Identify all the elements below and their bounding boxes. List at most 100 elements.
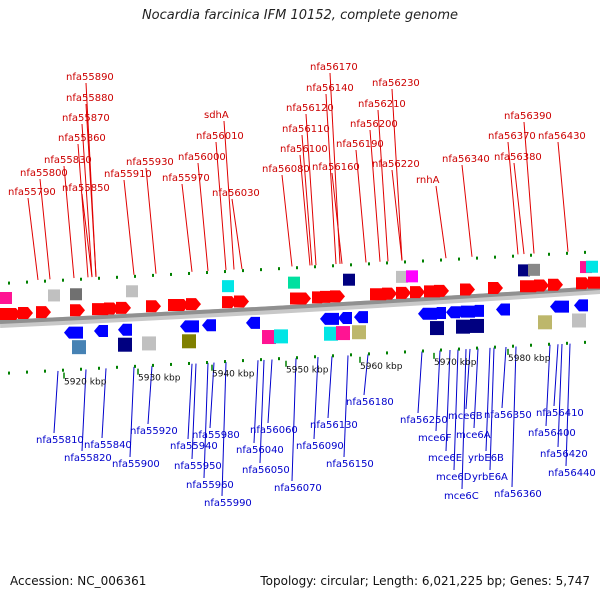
forward-gene-leader bbox=[391, 169, 403, 261]
forward-gene-leader bbox=[77, 143, 89, 278]
scale-tick-label: 5930 kbp bbox=[138, 374, 181, 384]
forward-gene-box bbox=[288, 276, 300, 289]
reverse-gene-arrow bbox=[418, 307, 437, 320]
reverse-gene-label: nfa55900 bbox=[112, 459, 160, 470]
forward-gene-arrow bbox=[548, 278, 563, 291]
forward-gene-label: nfa56030 bbox=[212, 188, 260, 199]
reverse-gene-label: nfa56420 bbox=[540, 449, 588, 460]
reverse-gene-arrow bbox=[320, 312, 339, 325]
reverse-gene-box bbox=[470, 318, 484, 333]
forward-gene-arrow bbox=[588, 276, 600, 289]
track-dot-top bbox=[530, 253, 532, 257]
reverse-gene-leader bbox=[291, 358, 297, 482]
track-dot-top bbox=[116, 275, 118, 279]
reverse-gene-label: nfa56060 bbox=[250, 425, 298, 436]
reverse-gene-box bbox=[142, 336, 156, 351]
reverse-gene-label: nfa56440 bbox=[548, 468, 596, 479]
forward-gene-leader bbox=[369, 129, 381, 262]
forward-gene-box bbox=[222, 280, 234, 293]
reverse-gene-label: mce6E bbox=[428, 453, 462, 464]
track-dot-bottom bbox=[224, 360, 226, 364]
reverse-gene-leader bbox=[565, 343, 571, 467]
reverse-gene-arrow bbox=[496, 303, 510, 316]
forward-gene-leader bbox=[145, 167, 157, 274]
forward-gene-arrow bbox=[18, 307, 33, 320]
forward-gene-arrow bbox=[576, 277, 591, 290]
track-dot-top bbox=[224, 270, 226, 274]
forward-gene-leader bbox=[331, 172, 343, 264]
forward-gene-box bbox=[518, 264, 530, 277]
reverse-gene-box bbox=[324, 326, 338, 341]
reverse-gene-leader bbox=[473, 348, 479, 429]
reverse-gene-label: nfa55940 bbox=[170, 441, 218, 452]
forward-gene-box bbox=[406, 270, 418, 283]
reverse-gene-leader bbox=[203, 362, 209, 479]
reverse-gene-leader bbox=[489, 347, 495, 471]
forward-gene-label: nfa56380 bbox=[494, 152, 542, 163]
reverse-gene-arrow bbox=[94, 324, 108, 337]
forward-gene-box bbox=[586, 260, 598, 273]
reverse-gene-leader bbox=[343, 355, 349, 458]
forward-gene-box bbox=[343, 273, 355, 286]
forward-gene-label: nfa56160 bbox=[312, 162, 360, 173]
track-dot-top bbox=[242, 269, 244, 273]
reverse-gene-label: mce6A bbox=[456, 430, 491, 441]
track-dot-bottom bbox=[116, 365, 118, 369]
reverse-gene-label: nfa56070 bbox=[274, 483, 322, 494]
reverse-gene-label: nfa56350 bbox=[484, 410, 532, 421]
forward-gene-arrow bbox=[186, 298, 201, 311]
track-dot-bottom bbox=[584, 340, 586, 344]
forward-gene-arrow bbox=[146, 300, 161, 313]
reverse-gene-box bbox=[336, 326, 350, 341]
track-dot-top bbox=[278, 267, 280, 271]
forward-gene-arrow bbox=[116, 301, 131, 314]
forward-gene-label: nfa56080 bbox=[262, 164, 310, 175]
reverse-gene-box bbox=[118, 337, 132, 352]
track-dot-top bbox=[404, 260, 406, 264]
forward-gene-label: nfa55910 bbox=[104, 169, 152, 180]
forward-gene-arrow bbox=[234, 295, 249, 308]
forward-gene-label: nfa56430 bbox=[538, 131, 586, 142]
forward-gene-label: nfa56190 bbox=[336, 139, 384, 150]
scale-tick-label: 5980 kbp bbox=[508, 354, 551, 364]
reverse-gene-leader bbox=[191, 363, 197, 460]
reverse-gene-label: nfa55950 bbox=[174, 461, 222, 472]
reverse-gene-arrow bbox=[180, 320, 199, 333]
genome-meta-text: Topology: circular; Length: 6,021,225 bp… bbox=[260, 574, 590, 588]
scale-tick-label: 5960 kbp bbox=[360, 362, 403, 372]
footer: Accession: NC_006361 Topology: circular;… bbox=[0, 574, 600, 594]
reverse-gene-label: mce6C bbox=[444, 491, 479, 502]
forward-gene-arrow bbox=[36, 306, 51, 319]
forward-gene-label: nfa55930 bbox=[126, 157, 174, 168]
forward-gene-leader bbox=[329, 72, 341, 264]
forward-gene-leader bbox=[123, 179, 135, 275]
track-dot-top bbox=[44, 279, 46, 283]
reverse-gene-box bbox=[182, 334, 196, 349]
track-dot-bottom bbox=[404, 350, 406, 354]
reverse-gene-arrow bbox=[456, 305, 475, 318]
forward-gene-label: nfa56340 bbox=[442, 154, 490, 165]
reverse-gene-leader bbox=[253, 360, 259, 444]
reverse-gene-box bbox=[538, 315, 552, 330]
forward-gene-box bbox=[528, 263, 540, 276]
reverse-gene-box bbox=[456, 319, 470, 334]
reverse-gene-label: mce6F bbox=[418, 433, 452, 444]
forward-gene-arrow bbox=[488, 281, 503, 294]
reverse-gene-label: nfa56180 bbox=[346, 397, 394, 408]
reverse-gene-leader bbox=[545, 344, 551, 427]
track-dot-top bbox=[458, 257, 460, 261]
reverse-gene-arrow bbox=[574, 299, 588, 312]
forward-gene-leader bbox=[85, 82, 97, 277]
forward-gene-leader bbox=[63, 165, 75, 279]
reverse-gene-leader bbox=[267, 359, 273, 424]
forward-gene-arrow bbox=[168, 299, 189, 312]
forward-gene-label: nfa55870 bbox=[62, 113, 110, 124]
reverse-gene-label: nfa56250 bbox=[400, 415, 448, 426]
forward-gene-leader bbox=[81, 123, 93, 278]
track-dot-top bbox=[98, 276, 100, 280]
forward-gene-label: sdhA bbox=[204, 110, 229, 121]
track-dot-top bbox=[332, 264, 334, 268]
reverse-gene-box bbox=[72, 340, 86, 355]
forward-gene-arrow bbox=[460, 283, 475, 296]
reverse-gene-leader bbox=[81, 369, 87, 452]
